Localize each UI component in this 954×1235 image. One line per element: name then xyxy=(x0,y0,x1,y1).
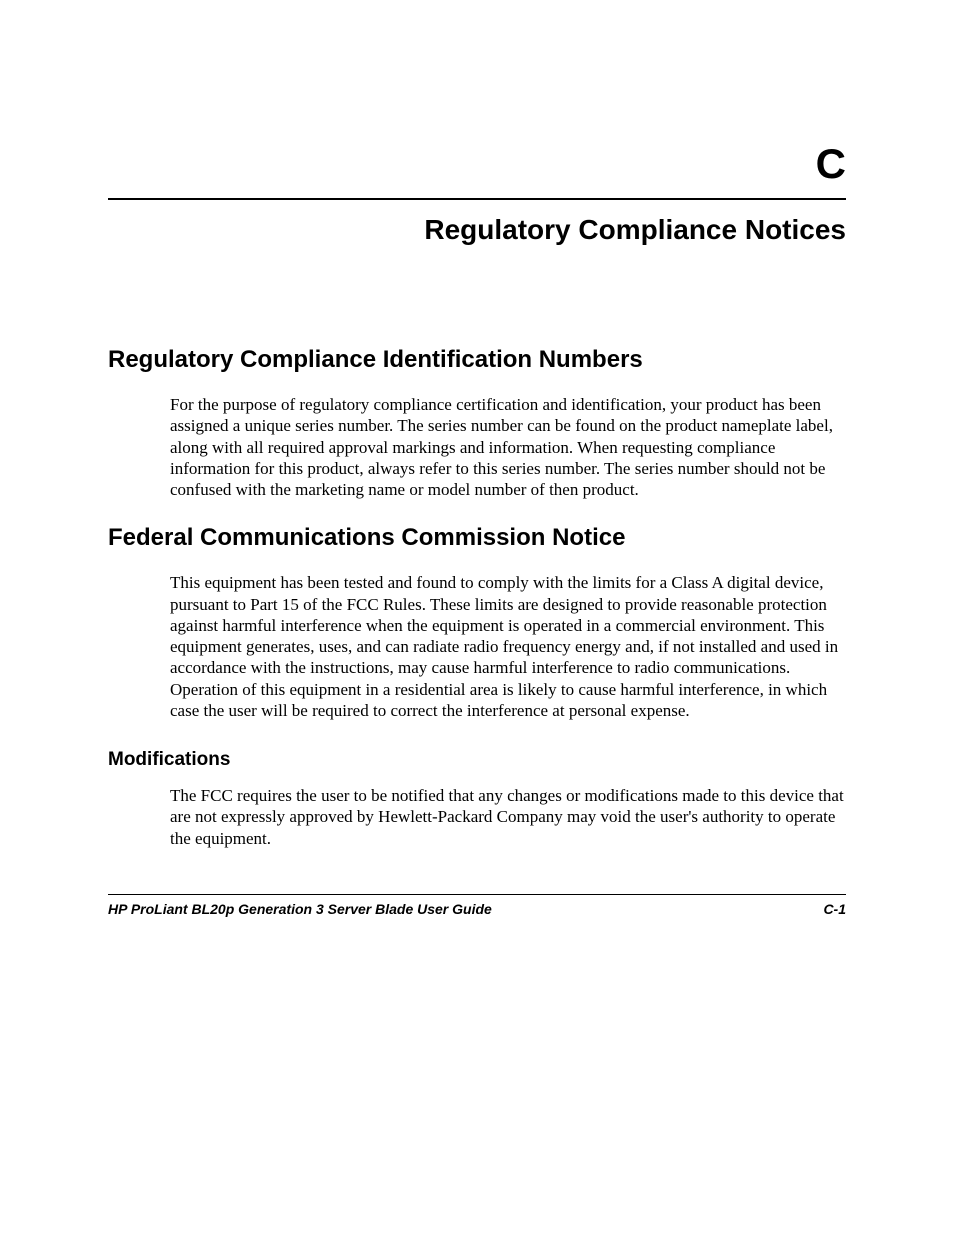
footer-rule xyxy=(108,894,846,895)
section-body-2: This equipment has been tested and found… xyxy=(170,572,846,721)
appendix-letter: C xyxy=(108,140,846,188)
page-footer: HP ProLiant BL20p Generation 3 Server Bl… xyxy=(108,894,846,917)
section-body-1: For the purpose of regulatory compliance… xyxy=(170,394,846,500)
section-subheading-3: Modifications xyxy=(108,749,846,771)
footer-row: HP ProLiant BL20p Generation 3 Server Bl… xyxy=(108,901,846,917)
section-heading-1: Regulatory Compliance Identification Num… xyxy=(108,346,846,374)
section-body-3: The FCC requires the user to be notified… xyxy=(170,785,846,849)
footer-doc-title: HP ProLiant BL20p Generation 3 Server Bl… xyxy=(108,901,492,917)
footer-page-number: C-1 xyxy=(823,901,846,917)
chapter-title: Regulatory Compliance Notices xyxy=(108,214,846,246)
title-rule xyxy=(108,198,846,200)
document-page: C Regulatory Compliance Notices Regulato… xyxy=(0,0,954,1235)
section-heading-2: Federal Communications Commission Notice xyxy=(108,524,846,552)
